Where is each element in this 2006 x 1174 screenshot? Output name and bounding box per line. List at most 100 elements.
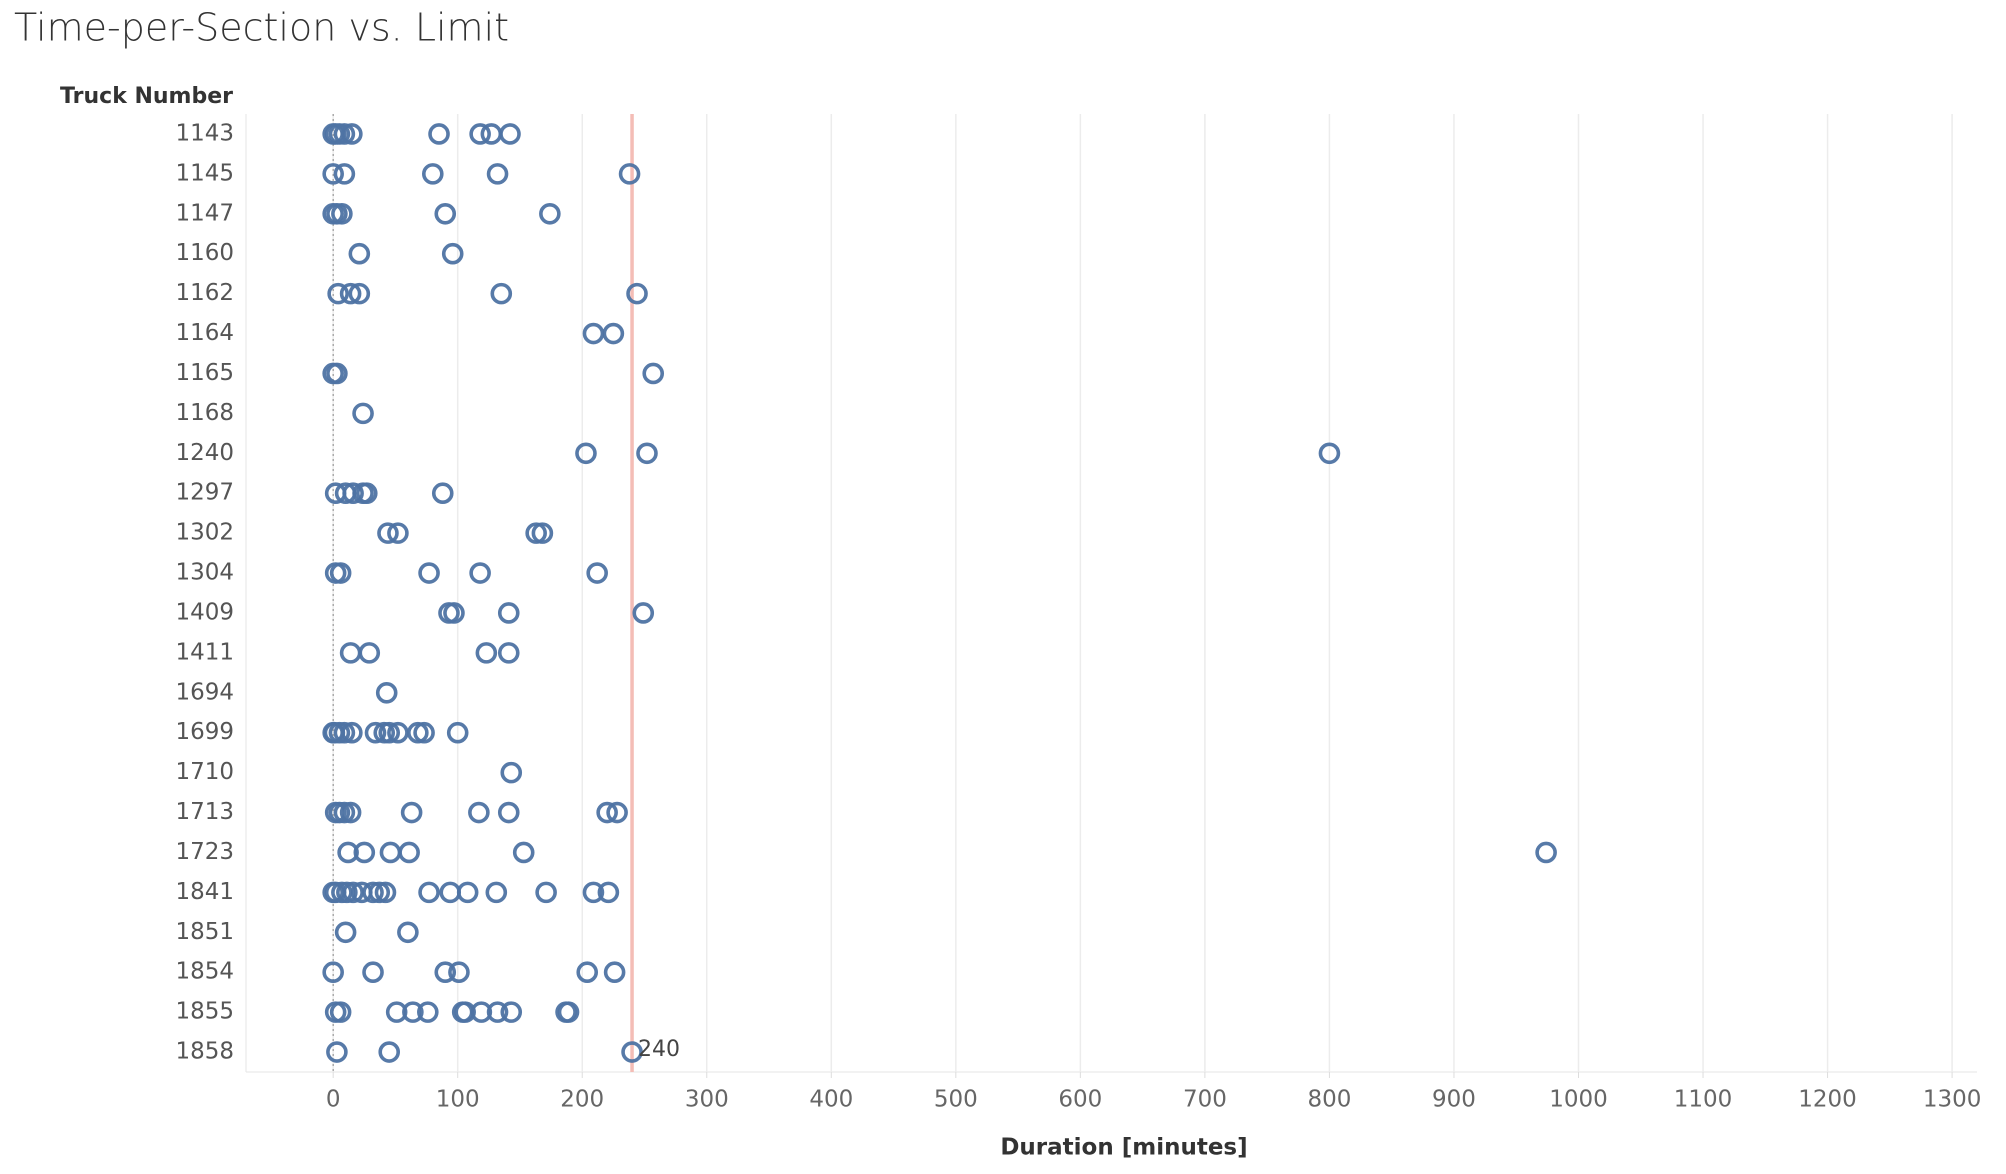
y-tick-label: 1143: [175, 120, 234, 146]
y-axis-header: Truck Number: [60, 84, 233, 109]
dot: [470, 1001, 493, 1023]
dot: [339, 642, 362, 664]
dot: [642, 362, 665, 385]
dot: [368, 881, 391, 904]
dot: [421, 163, 444, 185]
dot: [331, 202, 353, 225]
dot: [454, 1001, 476, 1023]
dot: [339, 801, 362, 824]
x-tick-label: 200: [560, 1087, 604, 1113]
dot: [402, 1001, 424, 1023]
dot: [374, 881, 397, 904]
dot: [377, 522, 399, 544]
dot: [596, 801, 618, 824]
dot: [341, 123, 363, 145]
x-tick-label: 1100: [1674, 1087, 1733, 1113]
y-tick-label: 1858: [175, 1039, 234, 1065]
dot: [375, 681, 398, 704]
dot: [322, 961, 344, 984]
dot: [603, 961, 626, 984]
y-tick-label: 1723: [175, 839, 234, 865]
dot: [341, 721, 363, 744]
dot: [385, 1001, 408, 1023]
dot: [322, 163, 344, 185]
dot: [480, 123, 503, 145]
dot: [626, 282, 648, 305]
y-tick-label: 1854: [175, 959, 234, 985]
x-tick-label: 400: [809, 1087, 853, 1113]
y-tick-label: 1409: [175, 599, 234, 625]
y-tick-label: 1302: [175, 520, 234, 546]
dot: [539, 202, 561, 225]
y-tick-label: 1164: [175, 320, 234, 346]
y-tick-label: 1145: [175, 160, 234, 186]
chart-title: Time-per-Section vs. Limit: [14, 6, 509, 50]
y-tick-label: 1855: [175, 999, 234, 1025]
dot: [557, 1001, 580, 1023]
dot: [339, 282, 362, 305]
dot: [1318, 442, 1341, 465]
y-tick-label: 1851: [175, 919, 234, 945]
dot: [475, 642, 498, 664]
dot: [582, 881, 605, 904]
y-tick-label: 1160: [175, 240, 234, 266]
dot: [525, 522, 547, 544]
x-tick-label: 1200: [1798, 1087, 1857, 1113]
dot: [352, 402, 374, 425]
y-tick-label: 1240: [175, 440, 234, 466]
x-tick-label: 900: [1432, 1087, 1476, 1113]
dot: [333, 721, 356, 744]
dot: [500, 1001, 523, 1023]
dot: [486, 1001, 509, 1023]
dot: [336, 881, 358, 904]
dot: [387, 721, 409, 744]
dot: [446, 721, 469, 744]
dot: [535, 881, 557, 904]
y-tick-label: 1297: [175, 480, 234, 506]
dot: [468, 801, 490, 824]
x-tick-label: 300: [685, 1087, 729, 1113]
dot: [364, 721, 387, 744]
dot: [327, 282, 349, 305]
dot: [586, 562, 608, 584]
x-tick-label: 1300: [1923, 1087, 1982, 1113]
dot: [342, 881, 364, 904]
dot: [469, 562, 491, 584]
dot: [378, 1041, 401, 1063]
dot: [333, 123, 356, 145]
x-tick-label: 100: [436, 1087, 480, 1113]
dot: [329, 562, 352, 584]
dot: [469, 123, 491, 145]
dot: [333, 801, 356, 824]
dot: [362, 881, 384, 904]
dot: [428, 123, 450, 145]
dot: [576, 961, 599, 984]
x-tick-label: 700: [1183, 1087, 1227, 1113]
dot: [418, 562, 440, 584]
dot: [582, 322, 605, 345]
dot: [326, 1041, 348, 1063]
x-tick-label: 800: [1307, 1087, 1351, 1113]
dot: [1535, 841, 1557, 864]
dot: [443, 602, 465, 624]
y-tick-label: 1147: [175, 200, 234, 226]
dot: [400, 801, 423, 824]
dot: [333, 163, 356, 185]
dot: [397, 921, 419, 944]
dot: [378, 721, 401, 744]
dot: [597, 881, 620, 904]
dot: [499, 123, 521, 145]
dot: [353, 841, 376, 864]
dot: [337, 841, 359, 864]
y-tick-label: 1304: [175, 560, 234, 586]
dot: [512, 841, 535, 864]
y-tick-label: 1699: [175, 719, 234, 745]
dot: [358, 642, 381, 664]
x-tick-label: 500: [934, 1087, 978, 1113]
dot: [456, 881, 479, 904]
dot: [497, 602, 520, 624]
dot: [490, 282, 513, 305]
dot: [398, 841, 420, 864]
dot: [348, 282, 371, 305]
